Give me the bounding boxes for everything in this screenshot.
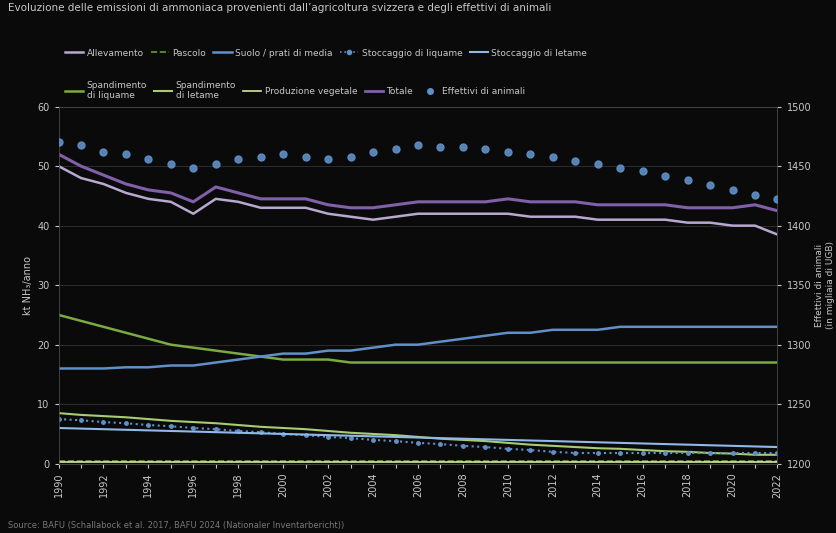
Legend: Spandimento
di liquame, Spandimento
di letame, Produzione vegetale, Totale, Effe: Spandimento di liquame, Spandimento di l… xyxy=(63,79,528,102)
Text: Evoluzione delle emissioni di ammoniaca provenienti dall’agricoltura svizzera e : Evoluzione delle emissioni di ammoniaca … xyxy=(8,3,552,13)
Text: Source: BAFU (Schallabock et al. 2017, BAFU 2024 (Nationaler Inventarbericht)): Source: BAFU (Schallabock et al. 2017, B… xyxy=(8,521,344,530)
Y-axis label: Effettivi di animali
(in migliaia di UGB): Effettivi di animali (in migliaia di UGB… xyxy=(815,241,835,329)
Y-axis label: kt NH₃/anno: kt NH₃/anno xyxy=(23,256,33,314)
